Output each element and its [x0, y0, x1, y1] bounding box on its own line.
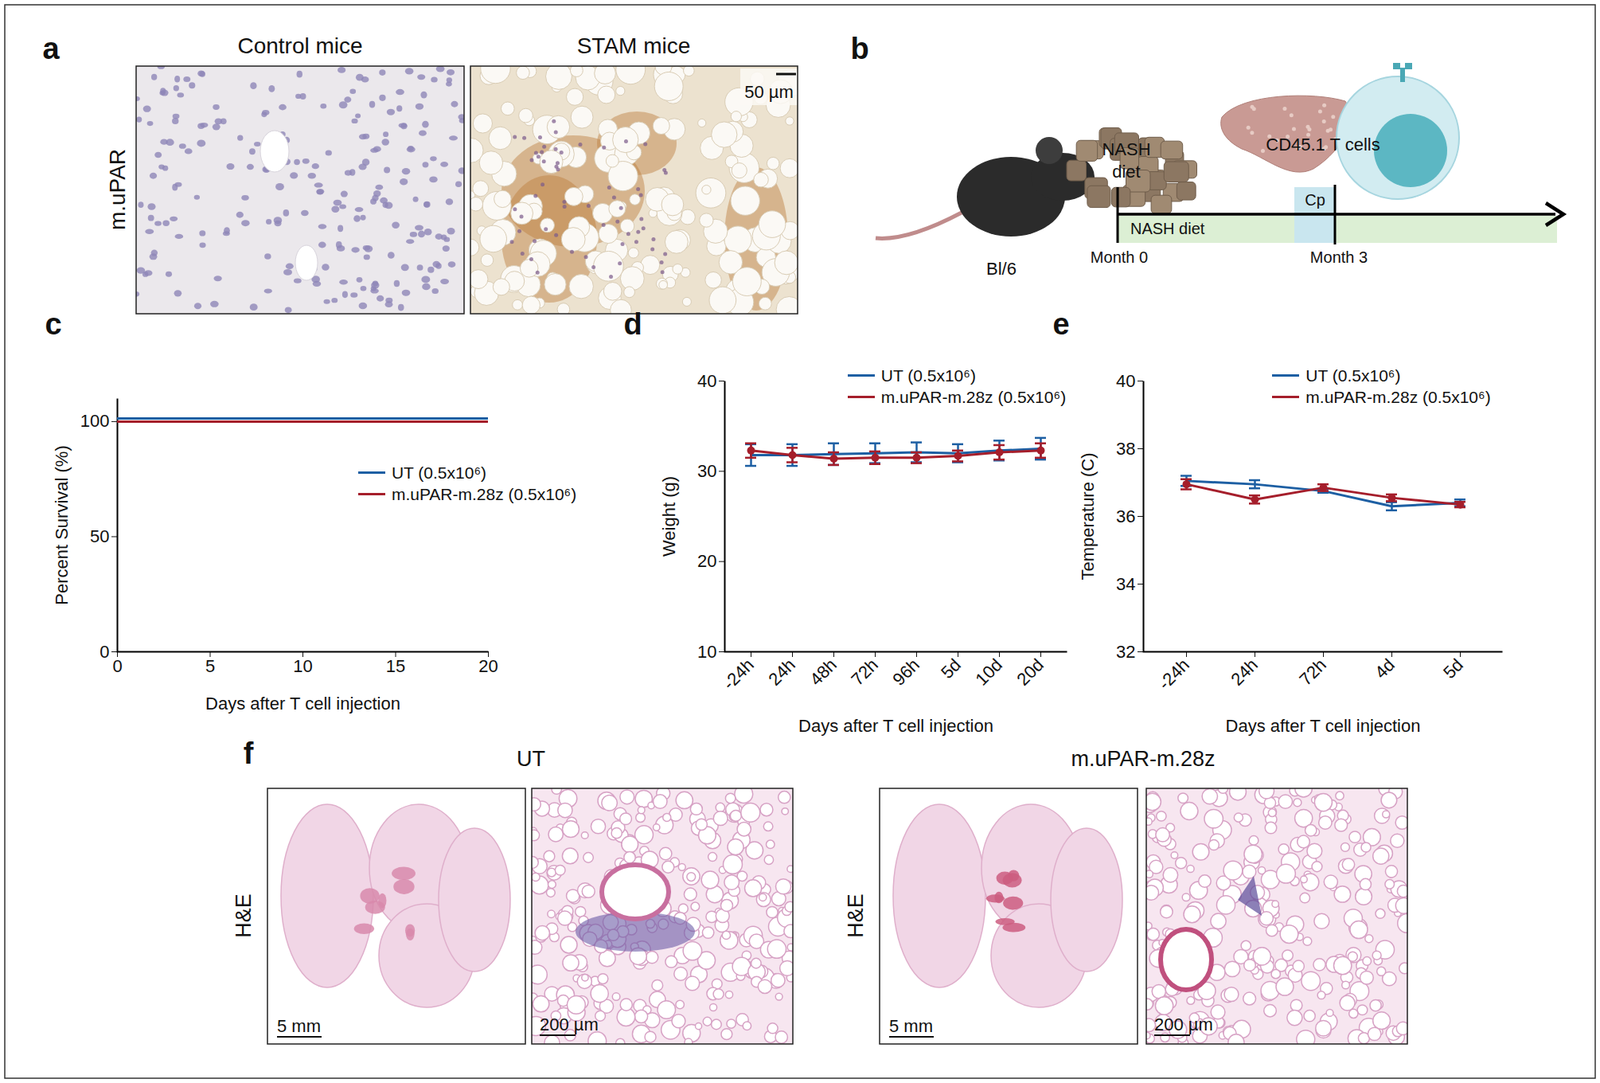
- svg-text:5 mm: 5 mm: [889, 1015, 933, 1036]
- svg-text:10: 10: [292, 655, 313, 676]
- svg-text:-24h: -24h: [718, 654, 758, 694]
- svg-text:c: c: [44, 307, 62, 341]
- svg-text:100: 100: [80, 410, 110, 431]
- svg-text:34: 34: [1116, 573, 1136, 594]
- svg-text:5d: 5d: [1439, 654, 1468, 683]
- svg-text:H&E: H&E: [231, 893, 256, 938]
- svg-text:24h: 24h: [764, 654, 800, 690]
- svg-text:Month 3: Month 3: [1310, 248, 1368, 266]
- svg-text:20: 20: [478, 655, 498, 676]
- svg-text:20d: 20d: [1012, 654, 1048, 690]
- svg-text:72h: 72h: [1295, 654, 1331, 690]
- html-text:m.uPAR-m.28z (0.5x10⁶): m.uPAR-m.28z (0.5x10⁶): [881, 387, 1066, 406]
- html-text:UT (0.5x10⁶): UT (0.5x10⁶): [391, 462, 487, 482]
- svg-text:96h: 96h: [888, 654, 924, 690]
- svg-text:0: 0: [99, 641, 110, 662]
- svg-text:40: 40: [697, 370, 717, 391]
- svg-text:Days after T cell injection: Days after T cell injection: [205, 693, 401, 714]
- svg-text:CD45.1 T cells: CD45.1 T cells: [1265, 134, 1380, 155]
- svg-text:0: 0: [112, 655, 122, 676]
- html-text:UT (0.5x10⁶): UT (0.5x10⁶): [881, 366, 976, 385]
- svg-text:72h: 72h: [846, 654, 882, 690]
- svg-text:4d: 4d: [1370, 654, 1399, 683]
- svg-text:f: f: [243, 736, 254, 770]
- svg-text:diet: diet: [1112, 161, 1140, 182]
- svg-text:Percent Survival (%): Percent Survival (%): [51, 444, 72, 605]
- svg-text:38: 38: [1116, 438, 1136, 459]
- svg-text:m.uPAR-m.28z: m.uPAR-m.28z: [1070, 746, 1215, 771]
- svg-text:Weight (g): Weight (g): [659, 476, 680, 557]
- svg-text:15: 15: [386, 655, 406, 676]
- svg-text:Cp: Cp: [1304, 191, 1326, 209]
- svg-text:20: 20: [697, 550, 717, 571]
- svg-text:b: b: [850, 31, 869, 66]
- svg-text:32: 32: [1116, 641, 1136, 662]
- svg-text:10: 10: [697, 641, 717, 662]
- svg-text:40: 40: [1116, 370, 1136, 391]
- svg-text:Days after T cell injection: Days after T cell injection: [798, 715, 994, 736]
- svg-text:Temperature (C): Temperature (C): [1077, 452, 1098, 580]
- html-text:UT (0.5x10⁶): UT (0.5x10⁶): [1305, 366, 1401, 385]
- svg-text:m.uPAR: m.uPAR: [105, 148, 130, 231]
- svg-text:200 µm: 200 µm: [1154, 1014, 1214, 1035]
- svg-text:STAM mice: STAM mice: [577, 33, 691, 59]
- svg-text:5 mm: 5 mm: [277, 1015, 321, 1036]
- svg-text:Days after T cell injection: Days after T cell injection: [1225, 715, 1421, 736]
- svg-text:5: 5: [205, 655, 215, 676]
- svg-text:24h: 24h: [1226, 654, 1262, 690]
- svg-text:d: d: [623, 307, 642, 341]
- html-text:m.uPAR-m.28z (0.5x10⁶): m.uPAR-m.28z (0.5x10⁶): [1305, 387, 1491, 406]
- svg-text:50: 50: [89, 526, 110, 547]
- svg-text:a: a: [42, 31, 60, 66]
- svg-text:Bl/6: Bl/6: [986, 258, 1017, 279]
- svg-text:NASH: NASH: [1101, 139, 1151, 160]
- svg-text:Control mice: Control mice: [237, 33, 363, 59]
- svg-text:NASH diet: NASH diet: [1130, 219, 1206, 238]
- svg-text:5d: 5d: [936, 654, 965, 683]
- svg-text:Month 0: Month 0: [1090, 248, 1148, 266]
- svg-text:200 µm: 200 µm: [539, 1014, 599, 1035]
- html-text:m.uPAR-m.28z (0.5x10⁶): m.uPAR-m.28z (0.5x10⁶): [391, 484, 577, 503]
- svg-text:36: 36: [1116, 506, 1136, 527]
- svg-text:10d: 10d: [971, 654, 1007, 690]
- svg-text:UT: UT: [516, 746, 546, 771]
- svg-text:e: e: [1052, 307, 1070, 341]
- svg-text:50 µm: 50 µm: [744, 81, 794, 102]
- svg-text:H&E: H&E: [843, 893, 868, 938]
- svg-text:48h: 48h: [805, 654, 841, 690]
- svg-text:30: 30: [697, 460, 717, 481]
- svg-text:-24h: -24h: [1154, 654, 1194, 694]
